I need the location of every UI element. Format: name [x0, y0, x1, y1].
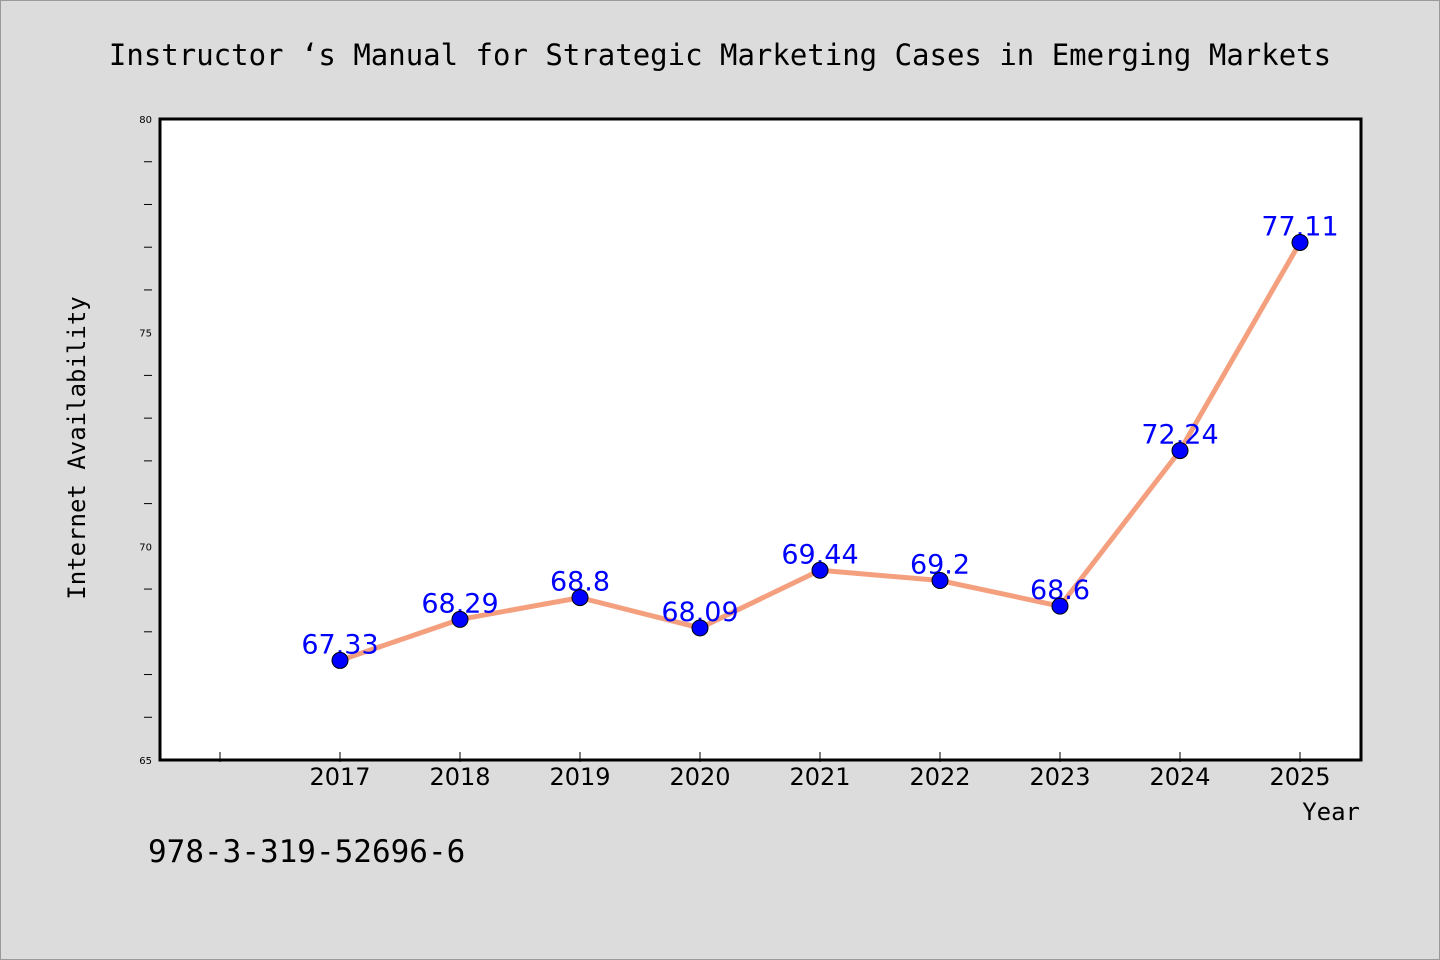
- data-point: [811, 561, 829, 579]
- x-tick-label: 2019: [549, 763, 610, 791]
- x-axis: 2017 2018 2019 2020 2021 2022 2023 2024 2025: [219, 752, 1331, 791]
- y-axis: 65 70 75 80: [139, 115, 152, 767]
- x-tick-label: 2021: [789, 763, 850, 791]
- data-point: [571, 589, 589, 607]
- x-tick-label: 2023: [1029, 763, 1090, 791]
- y-tick-label: 70: [139, 542, 152, 553]
- data-point: [331, 651, 349, 669]
- y-tick-label: 75: [139, 329, 152, 340]
- data-point: [1291, 233, 1309, 251]
- x-tick-label: 2025: [1269, 763, 1330, 791]
- data-point: [1051, 597, 1069, 615]
- isbn-text: 978-3-319-52696-6: [148, 834, 466, 870]
- data-point: [931, 572, 949, 590]
- x-tick-label: 2024: [1149, 763, 1210, 791]
- y-axis-label: Internet Availability: [63, 296, 91, 599]
- y-tick-label: 80: [139, 115, 152, 126]
- data-point: [1171, 442, 1189, 460]
- data-point: [691, 619, 709, 637]
- x-tick-label: 2018: [429, 763, 490, 791]
- x-tick-label: 2022: [909, 763, 970, 791]
- data-point: [451, 610, 469, 628]
- x-tick-label: 2017: [309, 763, 370, 791]
- x-axis-label: Year: [1302, 798, 1360, 826]
- chart-title: Instructor ‘s Manual for Strategic Marke…: [108, 38, 1332, 72]
- x-tick-label: 2020: [669, 763, 730, 791]
- y-tick-label: 65: [139, 756, 152, 767]
